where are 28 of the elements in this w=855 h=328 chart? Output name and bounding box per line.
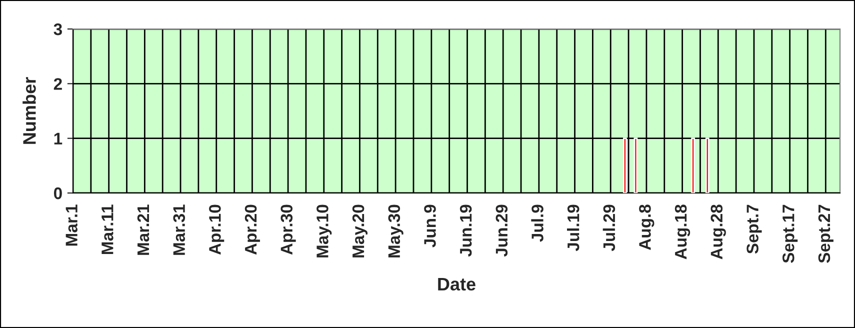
y-axis-title: Number (22, 77, 36, 144)
x-tick-label: Aug.8 (639, 204, 654, 250)
x-tick-label: Jun.9 (424, 204, 436, 248)
x-tick-label: Aug.28 (710, 204, 726, 260)
y-tick-label: 3 (54, 23, 62, 36)
y-tick-label: 2 (54, 78, 62, 90)
x-tick-label: May.30 (388, 204, 404, 258)
x-tick-label: Sept.7 (746, 204, 762, 254)
x-tick-label: Mar.21 (137, 204, 150, 255)
x-tick-label: Sept.17 (782, 204, 798, 263)
x-tick-label: Jun.19 (460, 204, 472, 257)
x-tick-label: Mar.11 (102, 204, 114, 254)
y-tick-label: 0 (54, 187, 62, 200)
x-tick-label: Mar.31 (173, 204, 186, 255)
x-tick-label: Jul.19 (567, 204, 580, 252)
x-tick-label: Apr.30 (280, 204, 296, 255)
x-tick-label: May.10 (316, 204, 332, 258)
x-axis-title: Date (438, 278, 476, 291)
x-tick-label: May.20 (352, 204, 368, 258)
x-tick-label: Sept.27 (818, 204, 834, 263)
x-tick-label: Mar.1 (66, 204, 78, 246)
y-tick-label: 1 (54, 132, 62, 144)
x-tick-label: Apr.20 (244, 204, 260, 255)
x-tick-label: Apr.10 (209, 204, 224, 255)
x-tick-label: Jul.9 (531, 204, 544, 242)
x-tick-label: Jul.29 (602, 204, 616, 252)
x-tick-label: Aug.18 (674, 204, 690, 260)
x-tick-label: Jun.29 (496, 204, 508, 257)
